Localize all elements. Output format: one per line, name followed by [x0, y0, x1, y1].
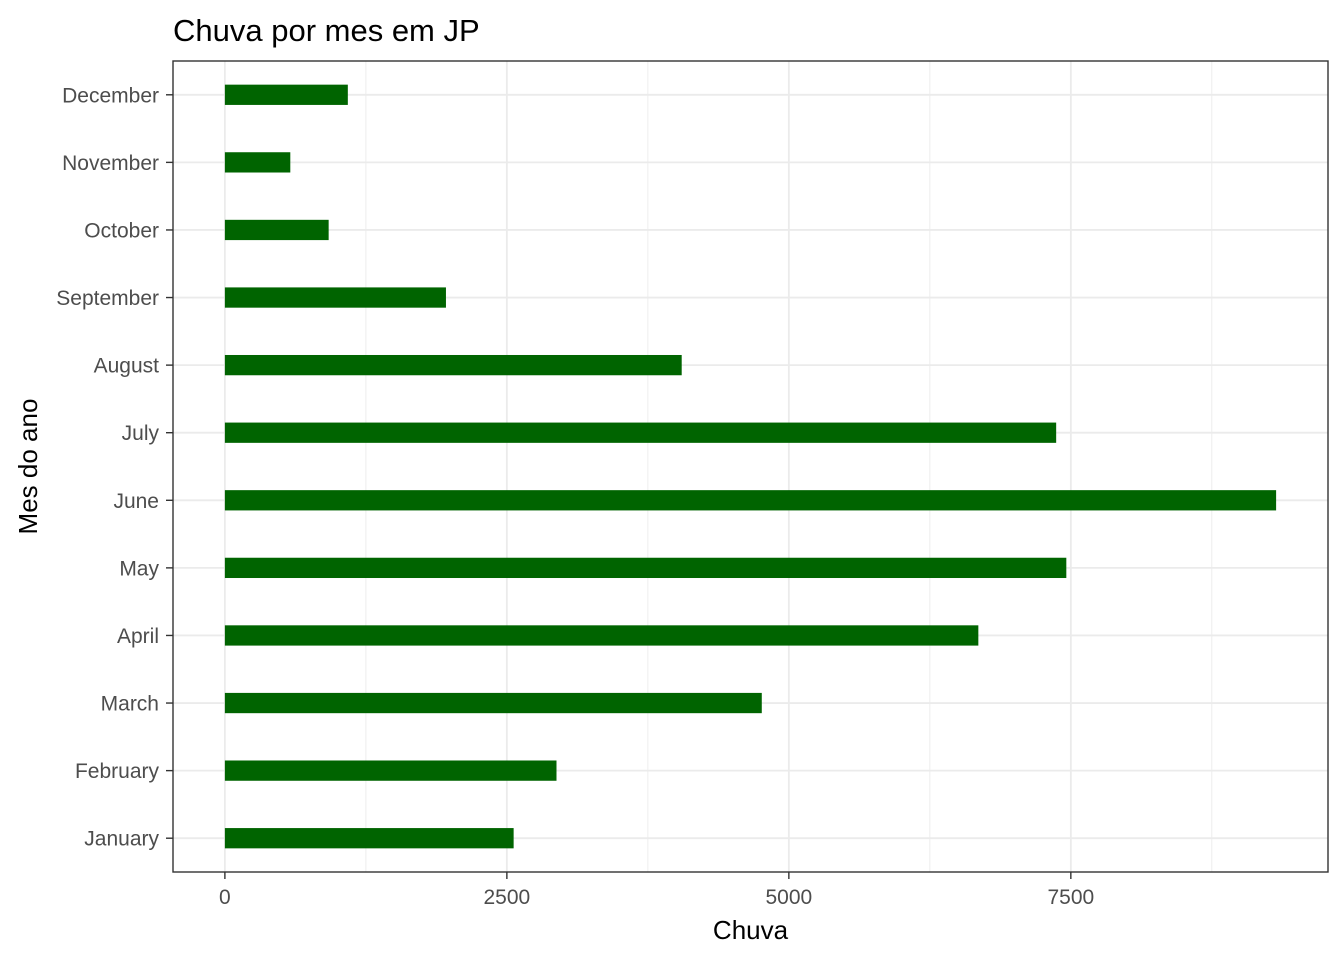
- x-tick-label: 5000: [765, 886, 812, 909]
- bar-november: [224, 152, 291, 173]
- bar-may: [224, 557, 1067, 579]
- bar-september: [224, 287, 446, 308]
- bar-june: [224, 490, 1277, 511]
- x-tick-label: 0: [219, 886, 231, 909]
- bar-april: [224, 625, 979, 646]
- bar-march: [224, 692, 762, 714]
- y-tick-label: September: [56, 287, 159, 310]
- bar-january: [224, 828, 514, 849]
- bar-july: [224, 422, 1057, 443]
- bar-february: [224, 760, 557, 781]
- x-axis-tick-labels: 0 2500 5000 7500: [219, 886, 1094, 909]
- y-tick-label: August: [94, 355, 160, 378]
- y-tick-label: February: [75, 760, 160, 783]
- panel-border: [172, 60, 1329, 873]
- x-tick-label: 7500: [1047, 886, 1094, 909]
- x-axis-title: Chuva: [713, 915, 789, 945]
- y-tick-label: November: [62, 152, 159, 175]
- bar-december: [224, 84, 348, 105]
- bar-august: [224, 354, 682, 376]
- y-tick-label: October: [84, 219, 159, 242]
- y-tick-label: May: [119, 557, 159, 580]
- y-tick-label: July: [122, 422, 160, 445]
- y-axis-tick-labels: January February March April May June July Augu…: [56, 84, 159, 850]
- bars: [224, 84, 1277, 849]
- y-tick-label: April: [117, 625, 159, 648]
- bar-october: [224, 219, 329, 241]
- y-axis-title: Mes do ano: [13, 399, 43, 535]
- y-tick-label: June: [113, 490, 159, 513]
- chart-title: Chuva por mes em JP: [173, 13, 480, 48]
- y-tick-label: January: [84, 828, 159, 851]
- y-tick-label: March: [101, 693, 159, 716]
- x-tick-label: 2500: [484, 886, 531, 909]
- axis-ticks: [166, 94, 1072, 879]
- y-tick-label: December: [62, 84, 159, 107]
